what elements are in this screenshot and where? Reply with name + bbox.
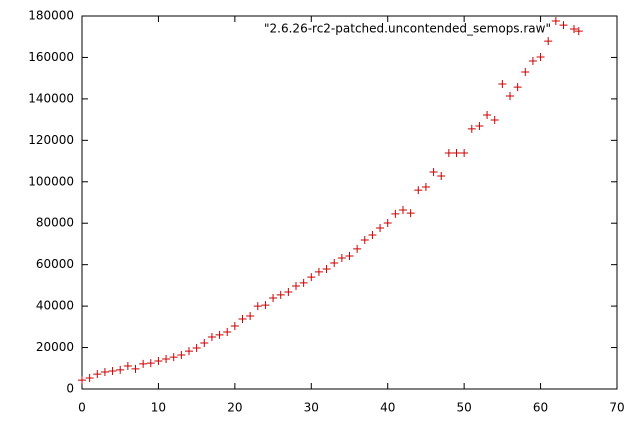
data-point [123,361,132,370]
data-point [215,330,224,339]
data-point [528,56,537,65]
data-point [414,186,423,195]
data-point [345,251,354,260]
x-tick-label: 10 [151,401,166,415]
data-point [452,148,461,157]
data-point [498,79,507,88]
data-point [154,357,163,366]
data-point [437,171,446,180]
data-point [322,265,331,274]
data-point [185,347,193,356]
x-tick-label: 50 [457,401,472,415]
y-tick-label: 0 [66,382,74,396]
plot-frame [81,15,618,390]
data-point [177,351,186,360]
data-point [444,148,453,157]
data-point [139,359,148,368]
data-point [276,290,285,299]
x-tick-label: 20 [227,401,242,415]
data-point [269,294,278,303]
data-point [421,182,430,191]
data-point [574,27,583,36]
data-point [330,259,339,268]
data-point [337,254,346,263]
data-point [360,236,369,245]
data-point [108,366,117,375]
data-point [551,16,560,25]
data-point [85,374,94,383]
data-point [353,244,362,253]
x-tick-label: 70 [609,401,624,415]
y-tick-label: 140000 [28,91,74,105]
data-point [93,370,102,379]
y-tick-label: 80000 [36,216,74,230]
data-point [169,353,178,362]
data-point [116,365,125,374]
data-point [513,83,522,92]
x-tick-label: 0 [78,401,86,415]
data-point [261,301,270,310]
data-point [559,21,568,30]
x-tick-label: 30 [304,401,319,415]
data-point [131,364,140,373]
y-tick-label: 20000 [36,340,74,354]
data-point [314,267,323,276]
data-point [162,354,171,363]
data-point [399,205,407,214]
data-point [391,209,400,218]
data-point [100,368,109,377]
data-point [230,322,239,331]
data-point [200,338,209,347]
y-tick-label: 160000 [28,50,74,64]
data-point [146,359,155,368]
data-point [467,124,476,133]
data-point [429,168,438,177]
data-point [192,343,201,352]
data-point [238,314,247,323]
x-tick-label: 60 [533,401,548,415]
data-point [460,148,469,157]
data-point [483,111,492,120]
data-point [536,53,545,62]
legend-marker [570,25,578,33]
y-tick-label: 60000 [36,257,74,271]
data-point [78,376,86,385]
y-tick-label: 180000 [28,9,74,23]
y-tick-label: 40000 [36,299,74,313]
data-point [253,302,262,311]
data-point [207,332,216,341]
data-point [475,122,484,131]
data-point [406,209,415,218]
data-point [506,91,514,100]
x-tick-label: 40 [380,401,395,415]
data-point [292,282,300,291]
data-point [246,312,255,321]
data-point [383,219,392,228]
data-point [521,67,530,76]
data-point [284,288,293,297]
data-point [544,37,553,46]
y-tick-label: 100000 [28,174,74,188]
y-tick-label: 120000 [28,133,74,147]
data-point [368,231,377,240]
data-point [307,273,316,282]
data-point [299,278,308,287]
legend-label: "2.6.26-rc2-patched.uncontended_semops.r… [264,22,551,36]
data-point [223,328,232,337]
data-point [490,116,499,125]
data-point [376,223,385,232]
